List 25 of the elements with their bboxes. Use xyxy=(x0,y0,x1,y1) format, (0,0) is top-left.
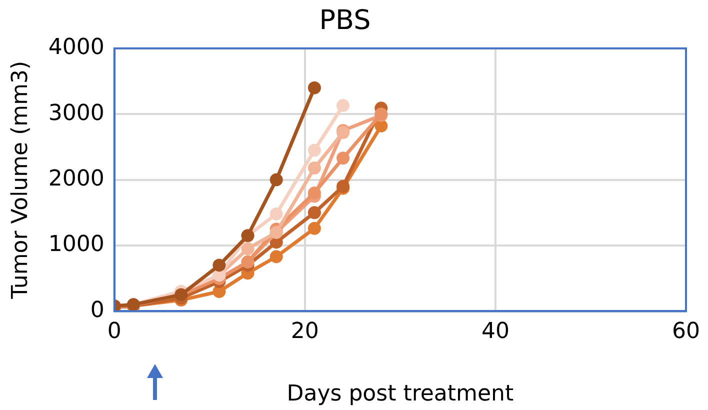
x-tick-label: 60 xyxy=(672,319,700,344)
y-tick-label: 4000 xyxy=(48,35,104,60)
x-tick-label: 20 xyxy=(290,319,319,344)
point xyxy=(336,99,350,112)
point xyxy=(270,173,283,186)
y-axis-title: Tumor Volume (mm3) xyxy=(8,60,33,300)
y-tick-label: 0 xyxy=(90,298,104,323)
x-tick-label: 40 xyxy=(481,319,510,344)
point xyxy=(270,207,283,220)
point xyxy=(308,222,321,235)
point xyxy=(308,144,321,157)
y-tick-label: 3000 xyxy=(48,100,104,126)
x-axis-title: Days post treatment xyxy=(286,382,514,407)
chart-title: PBS xyxy=(319,5,371,36)
y-tick-label: 1000 xyxy=(48,232,104,258)
point xyxy=(308,206,321,220)
point xyxy=(308,161,321,174)
point xyxy=(336,152,350,165)
point xyxy=(241,242,254,256)
y-tick-label: 2000 xyxy=(48,166,104,192)
x-tick-label: 0 xyxy=(107,319,122,344)
point xyxy=(308,81,321,94)
point xyxy=(308,186,321,200)
point xyxy=(212,258,226,272)
point xyxy=(270,250,283,264)
